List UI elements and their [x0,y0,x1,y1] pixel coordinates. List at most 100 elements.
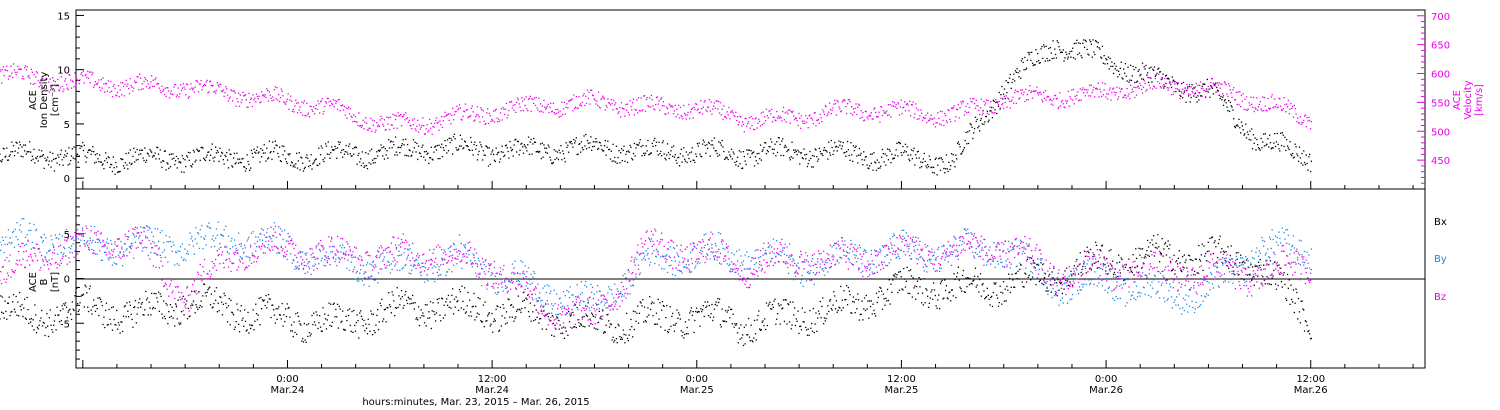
by-series-point [66,239,68,241]
bx-series-point [1237,251,1239,254]
bx-series-point [247,311,249,314]
velocity-series-point [246,106,248,108]
bx-series-point [969,278,971,280]
bx-series-point [377,329,380,331]
density-series-point [2,147,4,150]
velocity-series-point [452,119,455,121]
bx-series-point [1174,273,1176,275]
velocity-series-point [1077,99,1080,102]
bx-series-point [570,314,572,316]
density-series-point [57,154,59,156]
density-series-point [685,151,687,153]
density-series-point [15,141,17,143]
density-series-point [210,148,212,151]
bx-series-point [649,308,652,311]
bx-series-point [71,301,73,303]
bx-series-point [1300,300,1302,302]
velocity-series-point [1271,94,1273,96]
velocity-series-point [1235,91,1237,93]
bx-series-point [76,287,78,290]
bx-series-point [23,307,25,309]
velocity-series-point [1074,95,1076,97]
bx-series-point [1295,288,1297,290]
bx-series-point [872,303,874,305]
density-series-point [1044,60,1046,62]
bx-series-point [437,302,439,304]
bx-series-point [620,338,622,340]
density-series-point [428,162,430,165]
bx-series-point [499,306,502,309]
bx-series-point [627,340,629,342]
velocity-series-point [318,103,320,105]
bx-series-point [1176,260,1178,262]
velocity-series-point [620,116,622,118]
velocity-series-point [1247,108,1249,110]
velocity-series-point [479,121,481,123]
bx-series-point [826,313,828,315]
bx-series-point [555,328,557,330]
velocity-series-point [307,113,309,116]
by-series-point [49,249,51,251]
bx-series-point [226,307,228,309]
bx-series-point [1238,273,1240,276]
bx-series-point [1092,256,1094,258]
density-series-point [542,156,544,158]
bx-series-point [922,304,924,306]
velocity-series-point [796,119,798,122]
velocity-series-point [1127,95,1129,97]
velocity-series-point [284,103,287,105]
density-series-point [76,153,79,155]
bx-series-point [665,317,667,319]
density-series-point [597,147,600,150]
density-series-point [167,163,169,165]
velocity-series-point [467,117,469,119]
by-series-point [24,236,27,238]
velocity-series-point [1227,95,1229,98]
bx-series-point [37,328,39,330]
velocity-series-point [101,87,103,89]
density-series-point [515,138,517,141]
bx-series-point [357,320,359,322]
bx-series-point [798,332,800,335]
velocity-series-point [1031,90,1033,92]
velocity-series-point [361,124,363,127]
bx-series-point [972,280,974,282]
density-series-point [1140,73,1142,76]
bx-series-point [397,306,399,309]
density-series-point [148,155,150,157]
density-series-point [165,169,167,171]
density-series-point [396,154,398,156]
bx-series-point [651,301,653,303]
bx-series-point [448,306,450,308]
density-series-point [251,152,253,155]
bx-series-point [559,324,561,326]
bx-series-point [741,337,743,339]
velocity-series-point [113,84,115,86]
bx-series-point [232,312,234,314]
bx-series-point [242,317,244,319]
velocity-series-point [1013,102,1015,104]
velocity-series-point [1070,98,1072,100]
density-series-point [516,151,518,153]
bx-series-point [1205,252,1207,255]
velocity-series-point [99,89,102,91]
velocity-series-point [252,94,254,96]
velocity-series-point [146,80,149,82]
bx-series-point [626,312,628,315]
by-series-point [18,229,21,231]
bx-series-point [723,320,725,323]
bx-series-point [138,302,140,304]
density-series-point [1124,72,1126,74]
density-series-point [247,160,249,163]
velocity-series-point [121,94,123,96]
density-series-point [214,156,216,158]
bx-series-point [530,320,532,322]
bx-series-point [218,310,220,312]
velocity-series-point [904,101,906,103]
velocity-series-point [267,89,269,92]
density-series-point [5,155,7,157]
bx-series-point [30,321,32,323]
density-series-point [797,149,799,151]
bx-series-point [180,311,183,313]
bx-series-point [673,330,676,332]
